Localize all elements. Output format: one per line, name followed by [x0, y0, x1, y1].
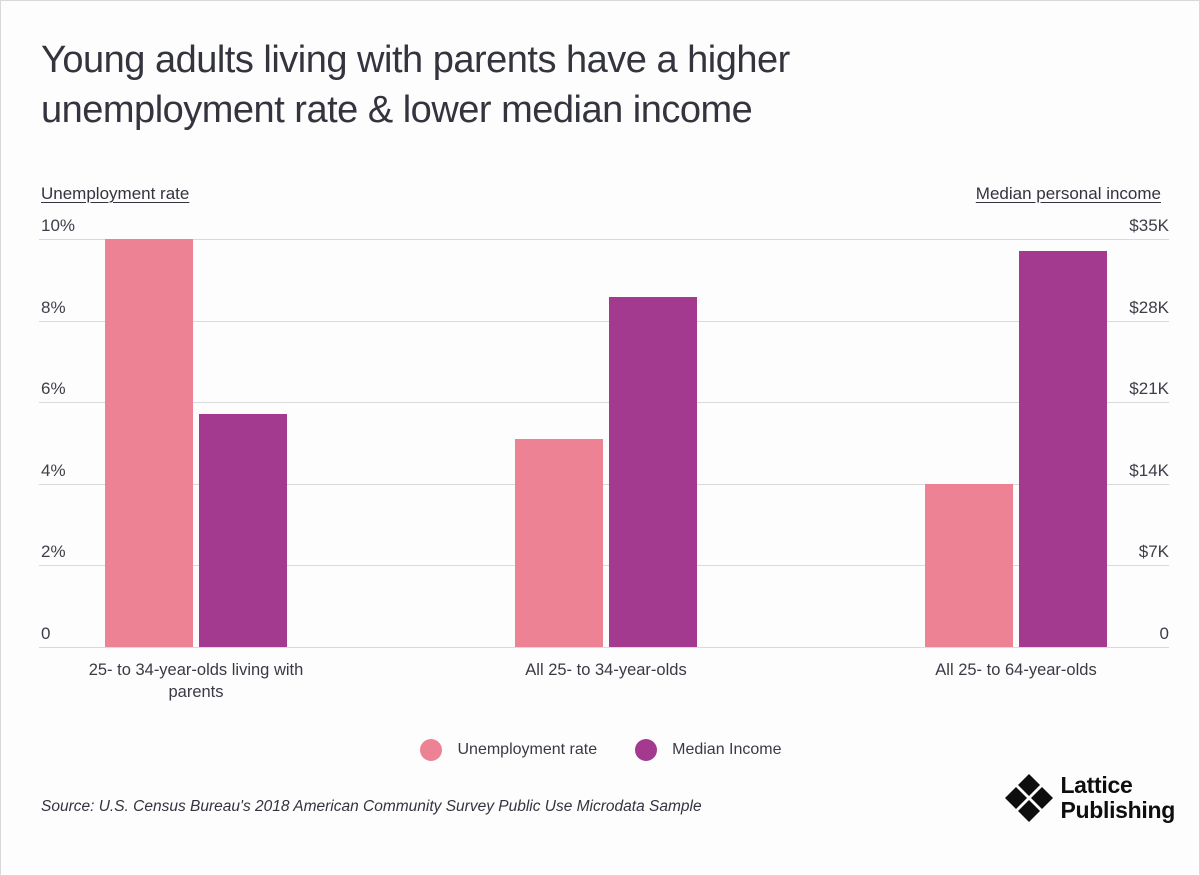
gridline — [39, 321, 1169, 322]
left-axis-tick: 6% — [41, 379, 66, 398]
bar-unemployment-rate — [925, 484, 1013, 647]
legend-label: Median Income — [672, 741, 782, 758]
right-axis-tick: $14K — [1129, 461, 1169, 480]
publisher-name-line2: Publishing — [1060, 797, 1175, 823]
lattice-diamonds-icon — [1005, 774, 1054, 822]
gridline — [39, 402, 1169, 403]
right-axis-tick: $21K — [1129, 379, 1169, 398]
bar-median-income — [1019, 251, 1107, 647]
gridline — [39, 647, 1169, 648]
plot-area: 10% $35K 8% $28K 6% $21K 4% $14K 2% $7K 0 0 25- to 3… — [39, 216, 1169, 701]
legend-label: Unemployment rate — [457, 741, 598, 758]
chart-title-line2: unemployment rate & lower median income — [41, 89, 753, 131]
source-note: Source: U.S. Census Bureau's 2018 Americ… — [41, 798, 702, 815]
left-axis-label: Unemployment rate — [41, 184, 190, 203]
right-axis-tick: $28K — [1129, 298, 1169, 317]
left-axis-tick: 2% — [41, 542, 66, 561]
category-label: All 25- to 34-year-olds — [525, 661, 687, 679]
left-axis-tick: 4% — [41, 461, 66, 480]
gridline — [39, 239, 1169, 240]
left-axis-tick: 8% — [41, 298, 66, 317]
chart-title-line1: Young adults living with parents have a … — [41, 39, 790, 81]
legend-item: Median Income — [635, 739, 782, 761]
bar-median-income — [199, 414, 287, 647]
legend-item: Unemployment rate — [420, 739, 597, 761]
left-axis-tick: 0 — [41, 624, 51, 643]
legend-swatch-icon — [635, 739, 658, 761]
right-axis-tick: $35K — [1129, 216, 1169, 235]
left-axis-tick: 10% — [41, 216, 76, 235]
right-axis-tick: 0 — [1159, 624, 1169, 643]
legend-swatch-icon — [420, 739, 443, 761]
chart-title: Young adults living with parents have a … — [41, 35, 1041, 135]
legend: Unemployment rate Median Income — [1, 739, 1199, 761]
bar-unemployment-rate — [105, 239, 193, 647]
gridline — [39, 484, 1169, 485]
bar-unemployment-rate — [515, 439, 603, 647]
bar-median-income — [609, 297, 697, 647]
gridline — [39, 565, 1169, 566]
publisher-name-line1: Lattice — [1060, 772, 1133, 798]
right-axis-label: Median personal income — [975, 184, 1161, 203]
publisher-logo: Lattice Publishing — [1005, 773, 1175, 823]
publisher-name: Lattice Publishing — [1060, 773, 1175, 823]
category-label: All 25- to 64-year-olds — [935, 661, 1097, 679]
right-axis-tick: $7K — [1138, 542, 1169, 561]
category-label: 25- to 34-year-olds living with parents — [88, 661, 304, 701]
